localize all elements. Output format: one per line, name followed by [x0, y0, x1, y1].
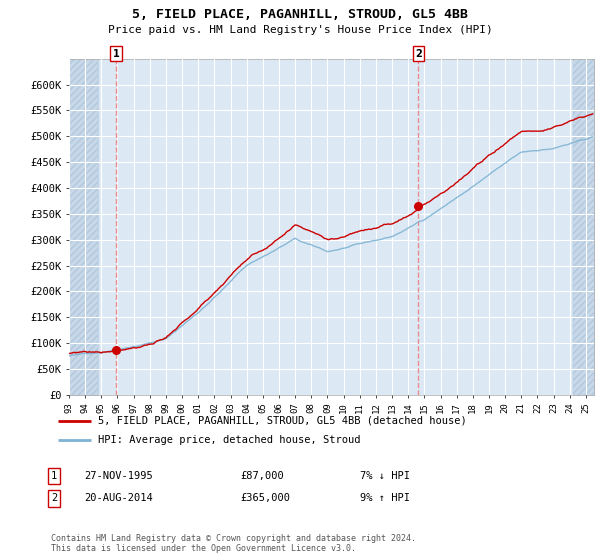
Text: 5, FIELD PLACE, PAGANHILL, STROUD, GL5 4BB: 5, FIELD PLACE, PAGANHILL, STROUD, GL5 4…: [132, 8, 468, 21]
Text: 9% ↑ HPI: 9% ↑ HPI: [360, 493, 410, 503]
Text: 5, FIELD PLACE, PAGANHILL, STROUD, GL5 4BB (detached house): 5, FIELD PLACE, PAGANHILL, STROUD, GL5 4…: [98, 416, 467, 426]
Text: Contains HM Land Registry data © Crown copyright and database right 2024.
This d: Contains HM Land Registry data © Crown c…: [51, 534, 416, 553]
Text: 7% ↓ HPI: 7% ↓ HPI: [360, 471, 410, 481]
Text: 2: 2: [415, 49, 422, 59]
Text: 20-AUG-2014: 20-AUG-2014: [84, 493, 153, 503]
Text: 1: 1: [113, 49, 119, 59]
Text: £87,000: £87,000: [240, 471, 284, 481]
Text: 1: 1: [51, 471, 57, 481]
Text: 2: 2: [51, 493, 57, 503]
Text: 27-NOV-1995: 27-NOV-1995: [84, 471, 153, 481]
Text: HPI: Average price, detached house, Stroud: HPI: Average price, detached house, Stro…: [98, 435, 361, 445]
Bar: [573, 33, 597, 395]
Text: Price paid vs. HM Land Registry's House Price Index (HPI): Price paid vs. HM Land Registry's House …: [107, 25, 493, 35]
Bar: [69, 33, 98, 395]
Text: £365,000: £365,000: [240, 493, 290, 503]
